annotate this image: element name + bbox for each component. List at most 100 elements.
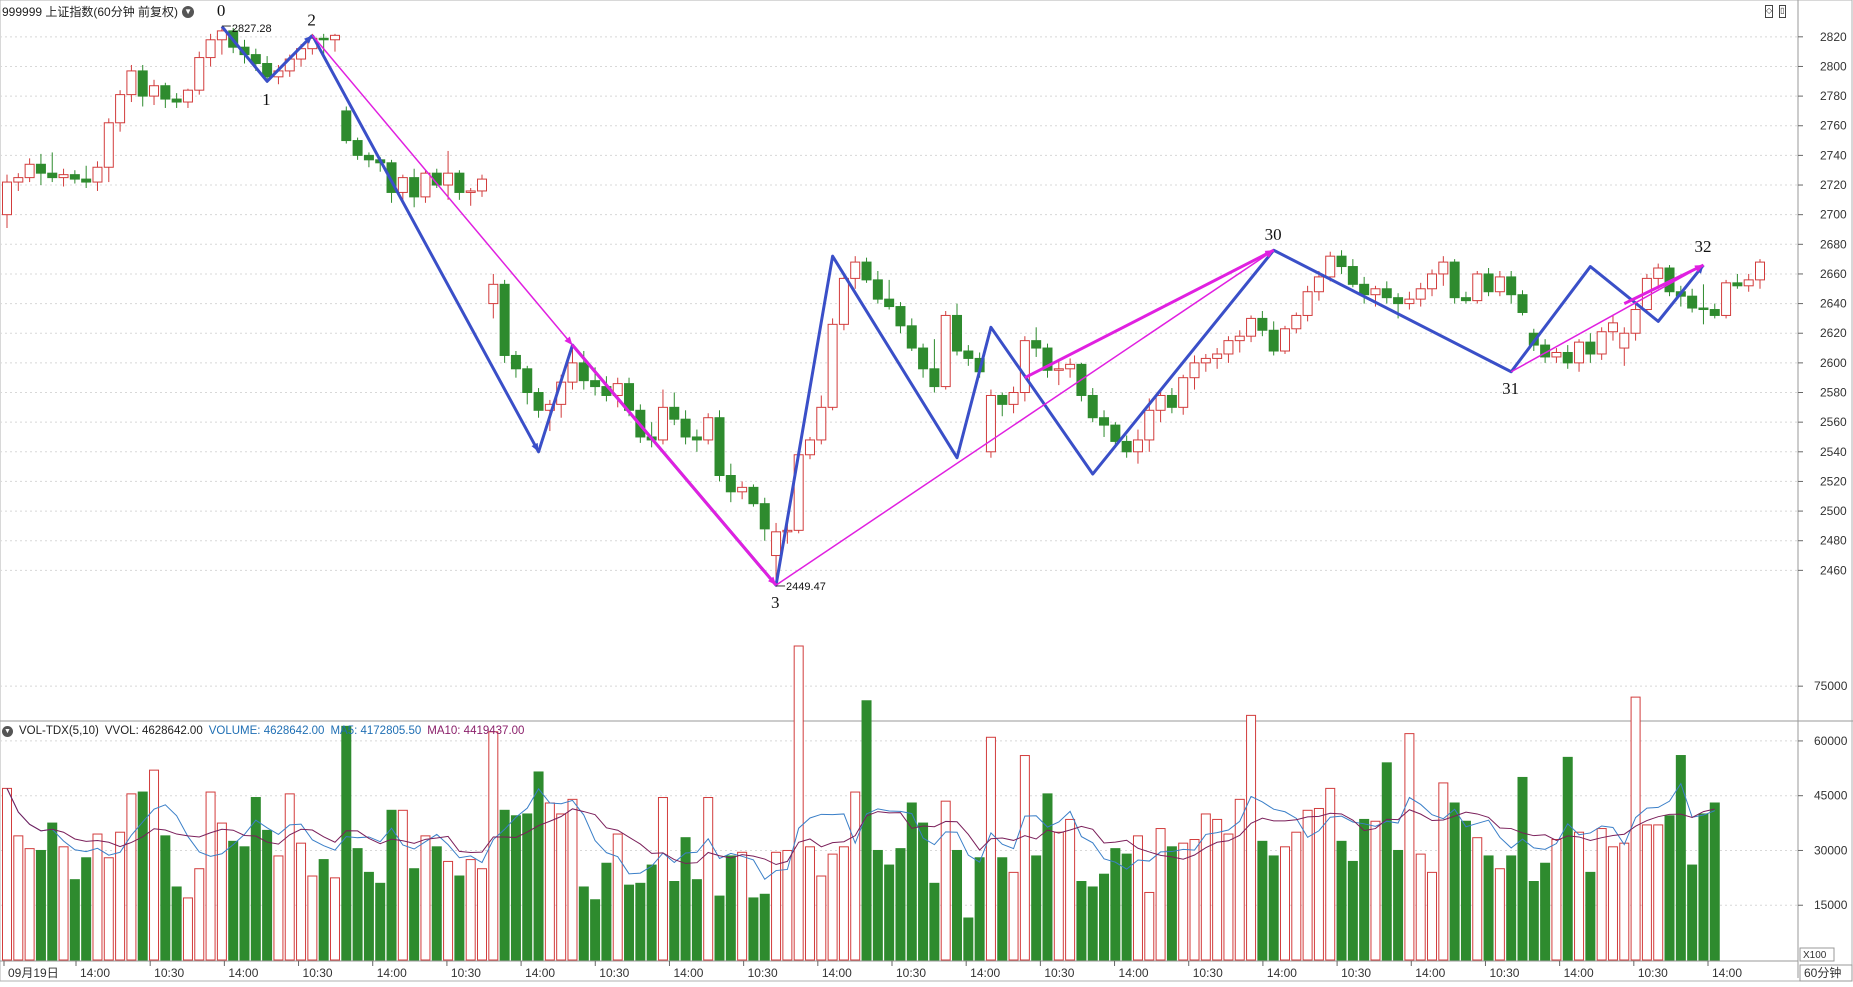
- candle-body: [1336, 255, 1347, 268]
- volume-bar: [669, 881, 680, 961]
- chart-title: 999999 上证指数(60分钟 前复权): [2, 5, 179, 19]
- volume-bar: [47, 822, 58, 961]
- panel-icon[interactable]: ▯: [1779, 5, 1786, 18]
- candle-body: [737, 486, 748, 493]
- candle-body: [1619, 332, 1630, 349]
- candle-body: [1008, 392, 1019, 405]
- vvol-value: VVOL: 4628642.00: [104, 725, 203, 737]
- volume-bar: [884, 864, 895, 961]
- candle-body: [1460, 297, 1471, 302]
- candle-body: [488, 283, 499, 305]
- volume-bar: [1257, 840, 1268, 961]
- volume-bar: [160, 835, 171, 961]
- price-tick-label: 2580: [1820, 386, 1847, 400]
- volume-bar: [1291, 831, 1302, 961]
- candle-body: [1687, 295, 1698, 309]
- candle-body: [1393, 297, 1404, 305]
- volume-bar: [149, 769, 160, 961]
- volume-bar: [838, 846, 849, 961]
- candle-body: [262, 62, 273, 78]
- volume-bar: [1178, 842, 1189, 961]
- volume-bar: [612, 833, 623, 961]
- volume-bar: [533, 771, 544, 961]
- volume-bar: [624, 884, 635, 961]
- candle-body: [1053, 368, 1064, 371]
- price-tick-label: 2800: [1820, 59, 1847, 73]
- candle-body: [126, 70, 137, 96]
- chevron-down-icon[interactable]: ▼: [2, 725, 13, 737]
- candle-body: [420, 172, 431, 198]
- volume-bar: [24, 848, 35, 961]
- volume-bar: [1008, 871, 1019, 961]
- volume-bar: [1053, 831, 1064, 961]
- candle-body: [816, 406, 827, 441]
- volume-bar: [1641, 824, 1652, 961]
- volume-bar: [284, 793, 295, 961]
- volume-bar: [58, 846, 69, 961]
- volume-bar: [1551, 839, 1562, 961]
- candle-body: [149, 85, 160, 97]
- volume-bar: [1076, 881, 1087, 961]
- volume-bar: [318, 859, 329, 961]
- volume-bar: [1347, 860, 1358, 961]
- candle-body: [329, 34, 340, 41]
- wave-arrowhead: [1694, 265, 1704, 272]
- candle-body: [1551, 351, 1562, 358]
- price-tick-label: 2620: [1820, 326, 1847, 340]
- volume-bar: [872, 849, 883, 961]
- volume-bar: [1528, 881, 1539, 961]
- volume-bar: [861, 700, 872, 961]
- volume-bar: [1099, 873, 1110, 961]
- volume-bar: [725, 855, 736, 961]
- volume-bar: [273, 855, 284, 961]
- chevron-down-icon[interactable]: ▼: [182, 5, 195, 18]
- volume-bar: [239, 846, 250, 961]
- volume-bar: [1313, 807, 1324, 961]
- candle-body: [1732, 282, 1743, 287]
- volume-bar: [771, 851, 782, 961]
- price-tick-label: 2600: [1820, 356, 1847, 370]
- candle-body: [578, 362, 589, 382]
- volume-bar: [544, 802, 555, 961]
- candle-body: [1302, 291, 1313, 316]
- candle-body: [940, 314, 951, 388]
- candle-body: [838, 277, 849, 325]
- volume-bar: [2, 787, 12, 961]
- volume-bar: [1110, 848, 1121, 961]
- candle-body: [1257, 317, 1268, 331]
- candle-body: [612, 383, 623, 396]
- candle-body: [1234, 335, 1245, 342]
- volume-bar: [918, 822, 929, 961]
- time-tick-label: 14:00: [822, 966, 852, 980]
- candle-body: [160, 85, 171, 100]
- candle-body: [1381, 288, 1392, 299]
- candle-body: [1585, 341, 1596, 355]
- volume-bar: [250, 797, 261, 961]
- candle-body: [1178, 377, 1189, 408]
- timeframe-box: [1799, 964, 1853, 982]
- volume-bar: [601, 862, 612, 961]
- price-tick-label: 2780: [1820, 89, 1847, 103]
- volume-bar: [1596, 828, 1607, 961]
- candle-body: [533, 392, 544, 411]
- candle-body: [1144, 409, 1155, 441]
- candle-body: [103, 122, 114, 168]
- candle-body: [1166, 394, 1177, 408]
- wave-line-magenta: [775, 249, 1275, 586]
- candle-body: [1200, 357, 1211, 364]
- volume-bar: [194, 868, 205, 961]
- time-tick-label: 10:30: [451, 966, 481, 980]
- volume-bar: [1562, 756, 1573, 961]
- ma10-line: [6, 788, 1715, 866]
- volume-bar: [171, 886, 182, 961]
- volume-bar: [1132, 835, 1143, 961]
- diamond-icon[interactable]: ◇: [1765, 5, 1774, 18]
- candle-body: [386, 162, 397, 193]
- candle-body: [522, 368, 533, 394]
- volume-bar: [1574, 831, 1585, 961]
- volume-bar: [216, 822, 227, 961]
- candle-body: [1291, 314, 1302, 330]
- volume-bar: [714, 895, 725, 961]
- volume-bar: [827, 853, 838, 961]
